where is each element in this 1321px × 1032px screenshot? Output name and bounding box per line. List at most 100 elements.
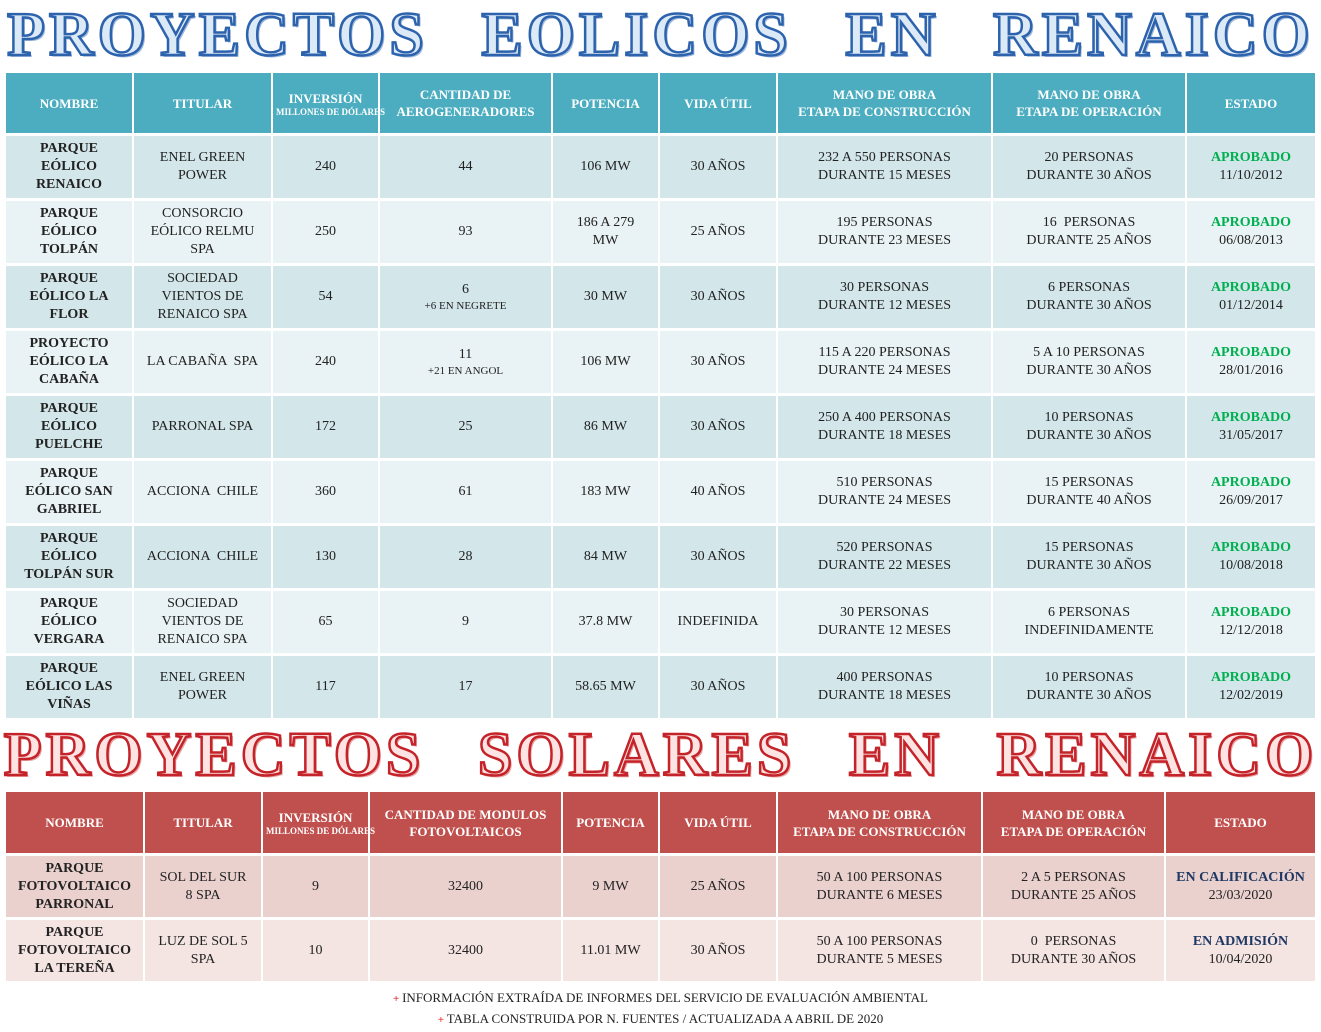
- text-line: NOMBRE: [45, 815, 104, 830]
- text-line: DURANTE 22 MESES: [817, 558, 951, 573]
- text-line: 28/01/2016: [1219, 363, 1283, 378]
- data-cell: 400 PERSONAS DURANTE 18 MESES: [778, 656, 991, 718]
- data-row: PARQUE FOTOVOLTAICO LA TEREÑA LUZ DE SOL 5 S…: [6, 920, 1315, 981]
- text-line: ETAPA DE CONSTRUCCIÓN: [798, 104, 971, 119]
- text-line: 31/05/2017: [1219, 428, 1283, 443]
- text-line: 183 MW: [580, 484, 631, 499]
- text-line: DURANTE 30 AÑOS: [1026, 688, 1152, 703]
- text-line: AEROGENERADORES: [396, 104, 535, 119]
- data-row: PARQUE EÓLICO SAN GABRIEL ACCIONA CHILE 360 6…: [6, 461, 1315, 523]
- text-line: DURANTE 18 MESES: [817, 688, 951, 703]
- text-line: APROBADO: [1210, 475, 1292, 490]
- text-line: 93: [458, 224, 473, 239]
- text-line: DURANTE 30 AÑOS: [1026, 363, 1152, 378]
- text-line: APROBADO: [1210, 670, 1292, 685]
- data-cell: 9: [380, 591, 551, 653]
- text-line: EÓLICO: [40, 614, 97, 629]
- text-line: 106 MW: [580, 354, 631, 369]
- data-cell: APROBADO 10/08/2018: [1187, 526, 1315, 588]
- text-line: PARQUE: [39, 596, 99, 611]
- text-line: 30 AÑOS: [690, 419, 746, 434]
- text-line: 9: [462, 614, 469, 629]
- text-line: 15 PERSONAS: [1044, 540, 1134, 555]
- header-cell: CANTIDAD DE AEROGENERADORES: [380, 73, 551, 133]
- data-cell: 172: [273, 396, 378, 458]
- data-cell: 30 AÑOS: [660, 656, 776, 718]
- header-cell: TITULAR: [134, 73, 271, 133]
- text-line: 61: [458, 484, 473, 499]
- text-line: 15 PERSONAS: [1044, 475, 1134, 490]
- text-line: 6 PERSONAS: [1047, 280, 1131, 295]
- text-line: 6: [462, 282, 469, 297]
- text-line: INDEFINIDA: [677, 614, 759, 629]
- text-line: 20 PERSONAS: [1044, 150, 1134, 165]
- text-line: ESTADO: [1224, 95, 1278, 111]
- text-line: 400 PERSONAS: [836, 670, 933, 685]
- text-line: DURANTE 24 MESES: [817, 363, 951, 378]
- text-line: DURANTE 15 MESES: [817, 168, 951, 183]
- text-line: 16 PERSONAS: [1042, 215, 1136, 230]
- text-line: +21 EN ANGOL: [427, 365, 504, 377]
- header-row: NOMBRE TITULAR INVERSIÓN MILLONES DE DÓLARE…: [6, 73, 1315, 133]
- text-line: TOLPÁN: [39, 242, 99, 257]
- text-line: 50 A 100 PERSONAS: [816, 869, 943, 885]
- data-cell: 106 MW: [553, 331, 658, 393]
- header-row: NOMBRE TITULAR INVERSIÓN MILLONES DE DÓLARE…: [6, 792, 1315, 853]
- text-line: ACCIONA CHILE: [146, 549, 259, 564]
- text-line: PARQUE: [39, 271, 99, 286]
- text-line: SPA: [190, 951, 216, 967]
- data-cell: 195 PERSONAS DURANTE 23 MESES: [778, 201, 991, 263]
- text-line: MILLONES DE DÓLARES: [276, 106, 386, 117]
- text-line: 30 AÑOS: [690, 679, 746, 694]
- header-cell: INVERSIÓN MILLONES DE DÓLARES: [263, 792, 375, 853]
- data-cell: 0 PERSONAS DURANTE 30 AÑOS: [983, 920, 1164, 981]
- text-line: VIDA ÚTIL: [684, 95, 752, 111]
- text-line: 130: [315, 549, 336, 564]
- text-line: CONSORCIO: [162, 206, 243, 221]
- text-line: 06/08/2013: [1219, 233, 1283, 248]
- data-cell: 10 PERSONAS DURANTE 30 AÑOS: [993, 656, 1185, 718]
- text-line: 30 AÑOS: [690, 549, 746, 564]
- data-cell: 130: [273, 526, 378, 588]
- text-line: APROBADO: [1210, 605, 1292, 620]
- data-cell: 30 AÑOS: [660, 396, 776, 458]
- data-cell: 44: [380, 136, 551, 198]
- text-line: 360: [315, 484, 336, 499]
- text-line: DURANTE 40 AÑOS: [1026, 493, 1152, 508]
- data-row: PARQUE EÓLICO PUELCHE PARRONAL SPA 172 25 86 M…: [6, 396, 1315, 458]
- data-cell: 50 A 100 PERSONAS DURANTE 5 MESES: [778, 920, 981, 981]
- text-line: 30 MW: [583, 289, 628, 304]
- text-line: PROYECTO: [29, 336, 109, 351]
- header-cell: CANTIDAD DE MODULOS FOTOVOLTAICOS: [370, 792, 561, 853]
- text-line: +6 EN NEGRETE: [424, 300, 507, 312]
- header-cell: MANO DE OBRA ETAPA DE CONSTRUCCIÓN: [778, 73, 991, 133]
- text-line: 28: [458, 549, 473, 564]
- data-row: PARQUE FOTOVOLTAICO PARRONAL SOL DEL SUR 8 S…: [6, 856, 1315, 917]
- text-line: 40 AÑOS: [690, 484, 746, 499]
- text-line: PARQUE: [39, 661, 99, 676]
- text-line: DURANTE 5 MESES: [816, 951, 943, 967]
- text-line: 195 PERSONAS: [836, 215, 933, 230]
- data-cell: 11 +21 EN ANGOL: [380, 331, 551, 393]
- text-line: DURANTE 18 MESES: [817, 428, 951, 443]
- data-cell: LUZ DE SOL 5 SPA: [145, 920, 261, 981]
- data-cell: 250 A 400 PERSONAS DURANTE 18 MESES: [778, 396, 991, 458]
- text-line: POTENCIA: [576, 815, 645, 830]
- text-line: EÓLICO: [40, 159, 97, 174]
- text-line: PARRONAL SPA: [151, 419, 254, 434]
- text-line: APROBADO: [1210, 410, 1292, 425]
- data-cell: 5 A 10 PERSONAS DURANTE 30 AÑOS: [993, 331, 1185, 393]
- text-line: DURANTE 30 AÑOS: [1026, 298, 1152, 313]
- text-line: 232 A 550 PERSONAS: [818, 150, 951, 165]
- text-line: 117: [315, 679, 336, 694]
- data-cell: 30 AÑOS: [660, 136, 776, 198]
- header-cell: VIDA ÚTIL: [660, 73, 776, 133]
- text-line: TABLA CONSTRUIDA POR N. FUENTES / ACTUAL…: [0, 1009, 1321, 1030]
- data-cell: 186 A 279 MW: [553, 201, 658, 263]
- header-cell: ESTADO: [1166, 792, 1315, 853]
- text-line: APROBADO: [1210, 215, 1292, 230]
- data-cell: PARQUE EÓLICO LAS VIÑAS: [6, 656, 132, 718]
- data-cell: INDEFINIDA: [660, 591, 776, 653]
- text-line: APROBADO: [1210, 280, 1292, 295]
